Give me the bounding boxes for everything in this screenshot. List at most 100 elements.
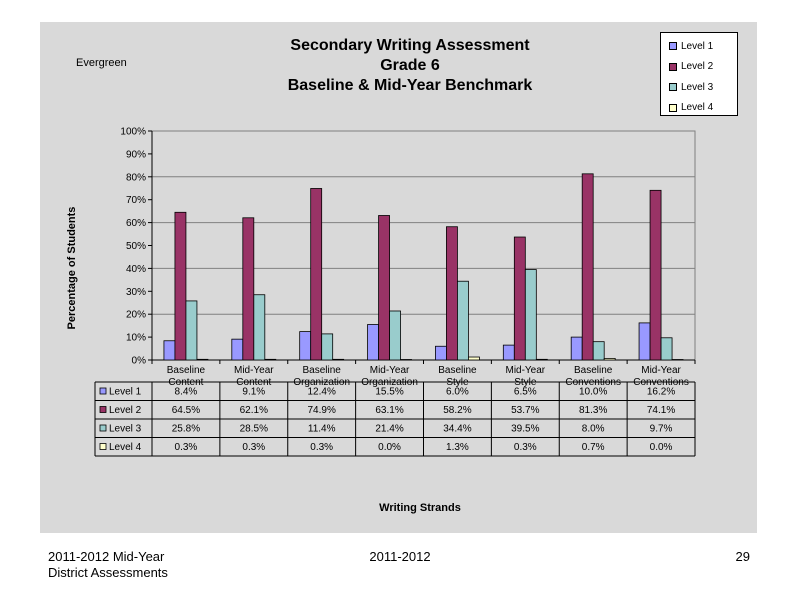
data-label: 0.3% <box>175 442 198 453</box>
bar-level-1-7 <box>570 336 583 361</box>
y-tick-label: 0% <box>132 356 147 367</box>
data-label: 16.2% <box>647 387 675 398</box>
x-category-label: Mid-Year <box>370 365 410 376</box>
data-label: 6.5% <box>514 387 537 398</box>
chart-title-line-3: Baseline & Mid-Year Benchmark <box>287 77 533 94</box>
data-label: 10.0% <box>579 387 607 398</box>
chart-title-line-2: Grade 6 <box>380 57 440 74</box>
data-label: 11.4% <box>308 424 336 435</box>
data-label: 9.1% <box>242 387 265 398</box>
footer-left: 2011-2012 Mid-Year District Assessments <box>48 549 168 581</box>
table-key-swatch-level-2 <box>99 406 107 413</box>
bar-level-4-6 <box>535 358 548 361</box>
x-axis-label: Writing Strands <box>379 502 461 514</box>
y-tick-label: 40% <box>126 264 146 275</box>
bar-level-2-7 <box>581 173 594 361</box>
y-tick-label: 30% <box>126 287 146 298</box>
data-label: 25.8% <box>172 424 200 435</box>
data-label: 62.1% <box>240 405 268 416</box>
table-key-label-level-4: Level 4 <box>109 442 142 453</box>
legend-swatch-level-1 <box>669 42 677 51</box>
table-key-swatch-level-4 <box>99 443 107 450</box>
bar-level-3-7 <box>592 341 605 361</box>
x-category-label: Mid-Year <box>234 365 274 376</box>
legend-swatch-level-2 <box>669 62 677 71</box>
data-label: 9.7% <box>650 424 673 435</box>
bar-level-4-7 <box>603 357 616 361</box>
legend-label-level-2: Level 2 <box>681 61 714 73</box>
footer-center: 2011-2012 <box>369 549 431 564</box>
data-label: 39.5% <box>511 424 539 435</box>
bar-level-4-3 <box>332 358 345 361</box>
chart-panel: Secondary Writing Assessment Grade 6 Bas… <box>40 22 757 533</box>
bar-level-4-1 <box>196 358 209 361</box>
y-tick-label: 90% <box>126 149 146 160</box>
data-label: 0.3% <box>242 442 265 453</box>
page-number: 29 <box>735 549 750 564</box>
y-tick-label: 20% <box>126 310 146 321</box>
bar-level-3-5 <box>457 280 469 361</box>
legend-item-level-3: Level 3 <box>669 77 737 98</box>
legend-item-level-1: Level 1 <box>669 36 737 57</box>
y-tick-label: 70% <box>126 195 146 206</box>
legend-item-level-2: Level 2 <box>669 57 737 78</box>
data-label: 53.7% <box>511 405 539 416</box>
legend-item-level-4: Level 4 <box>669 98 737 119</box>
bar-level-3-3 <box>321 333 334 361</box>
bar-level-4-4 <box>400 359 412 361</box>
x-category-label: Baseline <box>167 365 206 376</box>
data-label: 1.3% <box>446 442 469 453</box>
data-label: 0.3% <box>514 442 537 453</box>
data-label: 74.9% <box>308 405 336 416</box>
bar-level-1-4 <box>367 324 379 361</box>
bar-level-3-4 <box>389 310 401 361</box>
data-label: 8.0% <box>582 424 605 435</box>
data-label: 81.3% <box>579 405 607 416</box>
bar-level-2-4 <box>378 215 390 361</box>
y-tick-label: 10% <box>126 333 146 344</box>
data-label: 0.3% <box>310 442 333 453</box>
bar-level-2-8 <box>649 189 662 361</box>
bar-level-2-3 <box>310 188 323 361</box>
data-label: 34.4% <box>443 424 471 435</box>
data-label: 0.7% <box>582 442 605 453</box>
bar-level-1-2 <box>231 338 244 361</box>
bar-level-2-2 <box>242 217 255 361</box>
bar-level-2-1 <box>174 211 187 361</box>
table-key-swatch-level-3 <box>99 424 107 432</box>
bar-level-1-3 <box>299 331 312 361</box>
chart-legend: Level 1 Level 2 Level 3 Level 4 <box>660 32 738 116</box>
x-category-label: Baseline <box>303 365 342 376</box>
data-label: 0.0% <box>650 442 673 453</box>
legend-swatch-level-3 <box>669 83 677 92</box>
bar-level-3-6 <box>524 269 537 361</box>
chart-plot: 0% 10% 20% 30% 40% 50% 60% 70% 80% 90% 100% Baselin… <box>94 127 696 457</box>
bar-level-2-6 <box>513 236 526 361</box>
bar-level-1-8 <box>638 322 651 361</box>
legend-label-level-3: Level 3 <box>681 81 714 93</box>
legend-label-level-4: Level 4 <box>681 102 714 114</box>
bar-level-1-5 <box>435 345 447 361</box>
bar-level-4-2 <box>264 358 277 361</box>
data-label: 8.4% <box>175 387 198 398</box>
legend-label-level-1: Level 1 <box>681 40 714 52</box>
x-category-label: Baseline <box>438 365 477 376</box>
data-label: 64.5% <box>172 405 200 416</box>
bar-level-1-1 <box>163 340 176 361</box>
table-key-label-level-1: Level 1 <box>109 387 142 398</box>
data-label: 6.0% <box>446 387 469 398</box>
data-label: 12.4% <box>308 387 336 398</box>
data-label: 15.5% <box>375 387 403 398</box>
plot-area <box>151 130 696 361</box>
data-label: 74.1% <box>647 405 675 416</box>
data-label: 21.4% <box>375 424 403 435</box>
bar-level-3-2 <box>253 294 266 361</box>
table-key-swatch-level-1 <box>99 387 107 395</box>
school-name: Evergreen <box>76 57 127 69</box>
bar-level-2-5 <box>446 226 458 361</box>
bar-level-3-1 <box>185 300 198 361</box>
y-tick-label: 80% <box>126 172 146 183</box>
x-category-label: Mid-Year <box>505 365 545 376</box>
data-label: 28.5% <box>240 424 268 435</box>
y-tick-label: 100% <box>120 127 146 138</box>
